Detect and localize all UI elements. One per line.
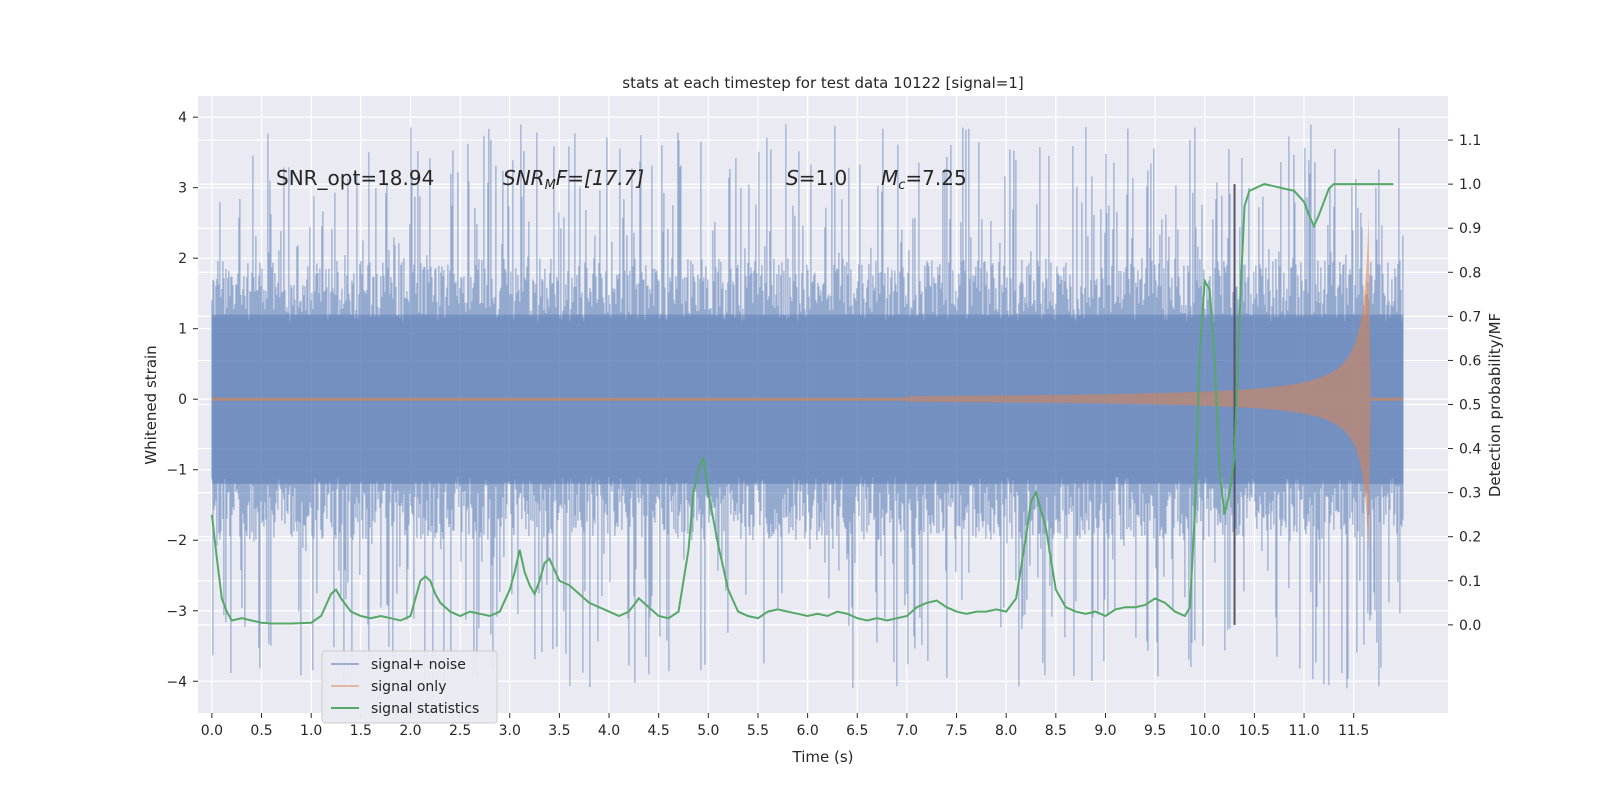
y-right-tick-label: 0.4 bbox=[1459, 442, 1481, 458]
y-axis-right-label: Detection probability/MF bbox=[1486, 313, 1504, 497]
snr-mf-subscript: M bbox=[545, 178, 556, 193]
x-tick-label: 4.5 bbox=[648, 723, 670, 739]
annotation-snr-mf: SNRMF=[17.7] bbox=[503, 166, 644, 193]
x-tick-label: 10.0 bbox=[1189, 723, 1220, 739]
y-right-tick-label: 0.0 bbox=[1459, 618, 1481, 634]
y-left-tick-label: 2 bbox=[178, 251, 187, 267]
annotation-s: S=1.0 bbox=[786, 166, 847, 190]
x-axis-label: Time (s) bbox=[792, 748, 854, 766]
y-right-tick-label: 0.9 bbox=[1459, 221, 1481, 237]
y-left-tick-label: −3 bbox=[166, 604, 187, 620]
y-right-tick-label: 0.2 bbox=[1459, 530, 1481, 546]
y-left-tick-label: 4 bbox=[178, 110, 187, 126]
y-right-tick-label: 1.0 bbox=[1459, 177, 1481, 193]
chart-title: stats at each timestep for test data 101… bbox=[622, 74, 1023, 92]
x-tick-label: 0.0 bbox=[201, 723, 223, 739]
x-tick-label: 6.5 bbox=[846, 723, 868, 739]
series-signal-statistics bbox=[210, 183, 1394, 625]
x-tick-label: 1.5 bbox=[350, 723, 372, 739]
x-tick-label: 8.5 bbox=[1045, 723, 1067, 739]
x-tick-label: 2.0 bbox=[399, 723, 421, 739]
y-right-tick-label: 0.6 bbox=[1459, 353, 1481, 369]
y-axis-left-label: Whitened strain bbox=[142, 345, 160, 464]
legend: signal+ noise signal only signal statist… bbox=[321, 650, 498, 724]
y-right-tick-label: 0.8 bbox=[1459, 265, 1481, 281]
snr-mf-rest: F=[17.7] bbox=[556, 166, 644, 190]
y-right-tick-label: 1.1 bbox=[1459, 133, 1481, 149]
s-value: =1.0 bbox=[799, 166, 848, 190]
y-left-tick-label: 1 bbox=[178, 322, 187, 338]
x-tick-label: 1.0 bbox=[300, 723, 322, 739]
x-tick-label: 4.0 bbox=[598, 723, 620, 739]
x-tick-label: 9.0 bbox=[1094, 723, 1116, 739]
mc-label: M bbox=[881, 166, 898, 190]
legend-box bbox=[321, 650, 498, 724]
x-tick-label: 5.5 bbox=[747, 723, 769, 739]
x-tick-label: 2.5 bbox=[449, 723, 471, 739]
y-left-tick-label: −2 bbox=[166, 533, 187, 549]
x-tick-label: 6.0 bbox=[796, 723, 818, 739]
x-tick-label: 3.5 bbox=[548, 723, 570, 739]
x-tick-label: 7.0 bbox=[896, 723, 918, 739]
x-tick-label: 5.0 bbox=[697, 723, 719, 739]
y-right-tick-label: 0.1 bbox=[1459, 574, 1481, 590]
y-right-tick-label: 0.7 bbox=[1459, 309, 1481, 325]
x-tick-label: 0.5 bbox=[250, 723, 272, 739]
x-tick-label: 9.5 bbox=[1144, 723, 1166, 739]
annotation-snr-opt: SNR_opt=18.94 bbox=[276, 166, 434, 190]
x-tick-label: 11.5 bbox=[1338, 723, 1369, 739]
s-label: S bbox=[786, 166, 799, 190]
snr-mf-label: SNR bbox=[503, 166, 545, 190]
series-signal-only bbox=[211, 215, 1404, 555]
y-left-tick-label: −1 bbox=[166, 463, 187, 479]
signal-statistics-line bbox=[210, 183, 1394, 625]
x-tick-label: 10.5 bbox=[1239, 723, 1270, 739]
mc-subscript: c bbox=[898, 178, 905, 193]
y-right-tick-label: 0.3 bbox=[1459, 486, 1481, 502]
annotation-mc: Mc=7.25 bbox=[881, 166, 967, 193]
y-left-tick-label: 3 bbox=[178, 181, 187, 197]
x-tick-label: 7.5 bbox=[945, 723, 967, 739]
x-tick-label: 8.0 bbox=[995, 723, 1017, 739]
mc-value: =7.25 bbox=[905, 166, 966, 190]
axis-ticks: 0.0 0.5 1.0 1.5 2.0 2.5 3.0 3.5 4.0 4.5 5.0 5.5 6.0 6… bbox=[166, 110, 1481, 739]
y-left-tick-label: 0 bbox=[178, 392, 187, 408]
x-tick-label: 3.0 bbox=[499, 723, 521, 739]
y-left-tick-label: −4 bbox=[166, 674, 187, 690]
legend-label-signal-only: signal only bbox=[371, 679, 446, 695]
y-right-tick-label: 0.5 bbox=[1459, 398, 1481, 414]
legend-label-signal-noise: signal+ noise bbox=[371, 657, 466, 673]
legend-label-signal-statistics: signal statistics bbox=[371, 701, 479, 717]
x-tick-label: 11.0 bbox=[1288, 723, 1319, 739]
